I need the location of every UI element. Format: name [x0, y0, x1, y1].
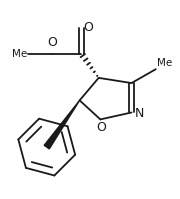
Polygon shape	[44, 100, 80, 149]
Text: O: O	[96, 121, 106, 134]
Text: Me: Me	[157, 58, 172, 68]
Text: N: N	[135, 107, 145, 120]
Text: O: O	[84, 21, 94, 34]
Text: O: O	[48, 36, 57, 49]
Text: Me: Me	[12, 49, 27, 59]
